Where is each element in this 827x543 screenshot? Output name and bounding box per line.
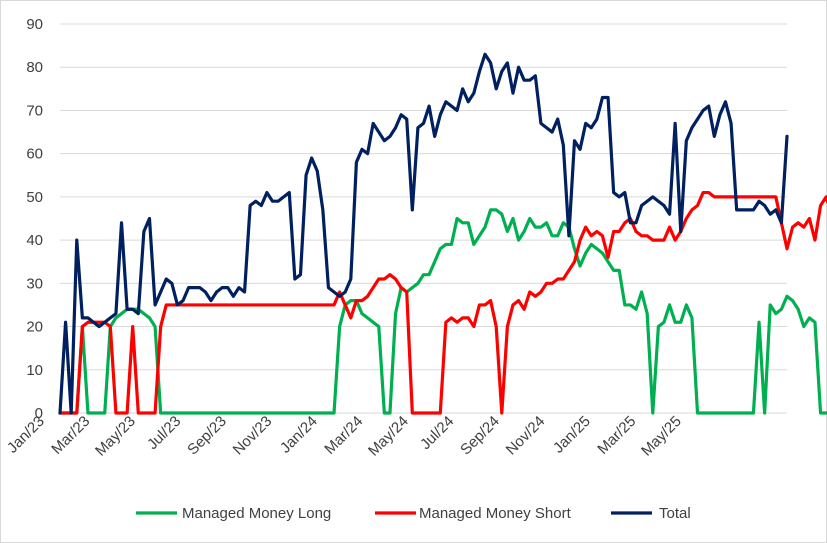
x-tick-label: Sep/24 — [457, 413, 503, 459]
y-tick-label: 90 — [26, 16, 43, 33]
x-tick-label: Mar/23 — [48, 413, 93, 458]
x-tick-label: Jan/24 — [277, 413, 321, 457]
x-tick-label: Sep/23 — [184, 413, 230, 459]
series-line-managed-money-short — [58, 190, 827, 415]
y-tick-label: 30 — [26, 275, 43, 292]
x-tick-label: Nov/23 — [230, 413, 276, 459]
y-tick-label: 80 — [26, 59, 43, 76]
legend-label: Managed Money Short — [419, 505, 572, 522]
y-tick-label: 20 — [26, 319, 43, 336]
x-tick-label: Mar/24 — [321, 413, 366, 458]
x-tick-label: Jul/24 — [417, 413, 457, 453]
series-line-total — [58, 52, 789, 415]
y-tick-label: 60 — [26, 146, 43, 163]
x-tick-label: Mar/25 — [594, 413, 639, 458]
y-tick-label: 0 — [35, 405, 43, 422]
x-tick-label: Nov/24 — [503, 413, 549, 459]
y-tick-label: 50 — [26, 189, 43, 206]
y-tick-label: 10 — [26, 362, 43, 379]
x-tick-label: May/24 — [365, 413, 412, 460]
series-line-managed-money-long — [58, 208, 827, 415]
x-tick-label: Jan/23 — [4, 413, 48, 457]
x-tick-label: Jan/25 — [550, 413, 594, 457]
legend-label: Total — [659, 505, 691, 522]
legend-label: Managed Money Long — [182, 505, 331, 522]
x-tick-label: May/23 — [92, 413, 139, 460]
x-tick-label: Jul/23 — [144, 413, 184, 453]
x-tick-label: May/25 — [638, 413, 685, 460]
y-tick-label: 70 — [26, 102, 43, 119]
y-tick-label: 40 — [26, 232, 43, 249]
